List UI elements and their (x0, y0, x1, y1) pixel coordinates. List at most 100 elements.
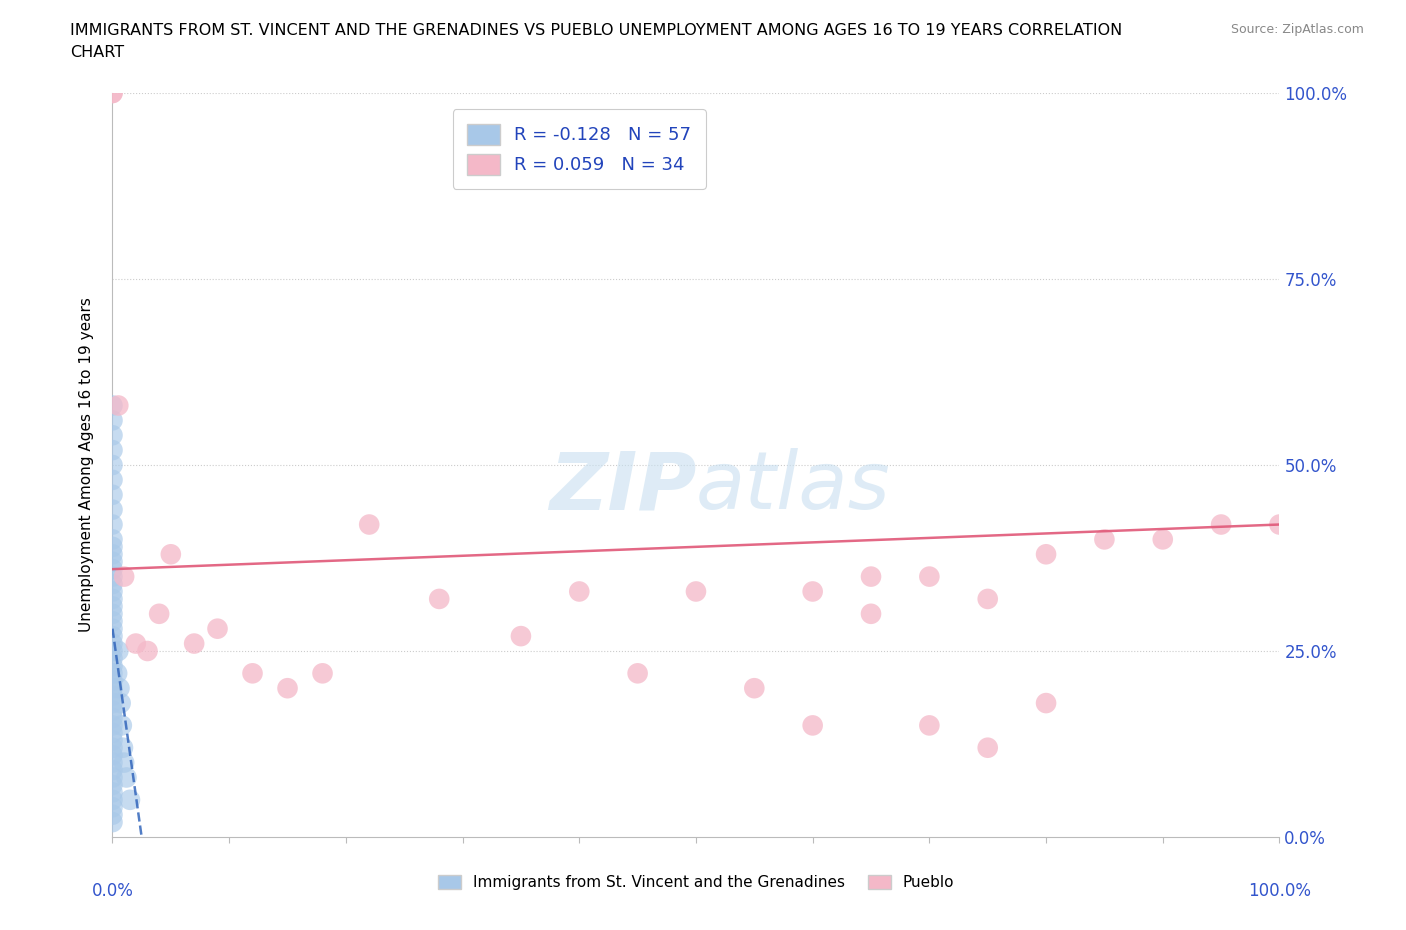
Point (568, 584, 591, 599)
Y-axis label: Unemployment Among Ages 16 to 19 years: Unemployment Among Ages 16 to 19 years (79, 298, 94, 632)
Point (101, 599, 124, 614)
Point (112, 569, 135, 584)
Point (101, 86, 124, 100)
Text: atlas: atlas (696, 448, 891, 526)
Point (115, 770, 138, 785)
Point (118, 792, 141, 807)
Point (276, 681, 298, 696)
Text: CHART: CHART (70, 45, 124, 60)
Point (918, 569, 941, 584)
Text: Source: ZipAtlas.com: Source: ZipAtlas.com (1230, 23, 1364, 36)
Point (148, 606, 170, 621)
Point (976, 591, 998, 606)
Point (101, 666, 124, 681)
Point (101, 815, 124, 830)
Point (110, 696, 132, 711)
Point (183, 636, 205, 651)
Point (101, 688, 124, 703)
Point (1211, 517, 1233, 532)
Point (101, 428, 124, 443)
Point (744, 681, 766, 696)
Point (101, 673, 124, 688)
Point (101, 532, 124, 547)
Point (860, 569, 883, 584)
Point (101, 398, 124, 413)
Point (101, 636, 124, 651)
Point (101, 725, 124, 740)
Point (136, 644, 159, 658)
Point (101, 681, 124, 696)
Point (1035, 547, 1057, 562)
Point (101, 777, 124, 792)
Point (101, 621, 124, 636)
Point (207, 621, 229, 636)
Point (101, 792, 124, 807)
Point (101, 413, 124, 428)
Point (101, 711, 124, 725)
Point (1152, 532, 1174, 547)
Point (101, 718, 124, 733)
Point (101, 577, 124, 591)
Point (101, 443, 124, 458)
Point (111, 740, 134, 755)
Point (101, 800, 124, 815)
Point (101, 591, 124, 606)
Point (1268, 517, 1291, 532)
Point (801, 584, 824, 599)
Point (101, 562, 124, 577)
Point (627, 666, 650, 681)
Point (311, 666, 333, 681)
Point (105, 666, 128, 681)
Point (101, 755, 124, 770)
Text: ZIP: ZIP (548, 448, 696, 526)
Point (101, 502, 124, 517)
Point (111, 718, 134, 733)
Point (101, 554, 124, 569)
Point (101, 696, 124, 711)
Point (101, 458, 124, 472)
Point (101, 770, 124, 785)
Point (107, 644, 129, 658)
Point (101, 763, 124, 777)
Point (242, 666, 264, 681)
Point (101, 539, 124, 554)
Point (1094, 532, 1116, 547)
Point (918, 718, 941, 733)
Point (101, 629, 124, 644)
Point (976, 740, 998, 755)
Point (801, 718, 824, 733)
Point (101, 651, 124, 666)
Point (427, 591, 450, 606)
Point (685, 584, 707, 599)
Point (101, 748, 124, 763)
Point (101, 785, 124, 800)
Point (101, 517, 124, 532)
Point (160, 547, 183, 562)
Point (101, 547, 124, 562)
Point (101, 703, 124, 718)
Point (125, 636, 148, 651)
Point (101, 740, 124, 755)
Point (101, 584, 124, 599)
Point (101, 733, 124, 748)
Text: IMMIGRANTS FROM ST. VINCENT AND THE GRENADINES VS PUEBLO UNEMPLOYMENT AMONG AGES: IMMIGRANTS FROM ST. VINCENT AND THE GREN… (70, 23, 1122, 38)
Text: 100.0%: 100.0% (1249, 882, 1310, 899)
Point (101, 86, 124, 100)
Point (108, 681, 131, 696)
Point (1035, 696, 1057, 711)
Point (101, 606, 124, 621)
Point (101, 569, 124, 584)
Point (112, 755, 135, 770)
Point (359, 517, 381, 532)
Point (860, 606, 883, 621)
Point (107, 398, 129, 413)
Text: 0.0%: 0.0% (91, 882, 134, 899)
Point (101, 472, 124, 487)
Point (101, 807, 124, 822)
Point (101, 487, 124, 502)
Point (101, 644, 124, 658)
Legend: Immigrants from St. Vincent and the Grenadines, Pueblo: Immigrants from St. Vincent and the Gren… (432, 869, 960, 897)
Point (509, 629, 531, 644)
Point (101, 658, 124, 673)
Point (101, 614, 124, 629)
